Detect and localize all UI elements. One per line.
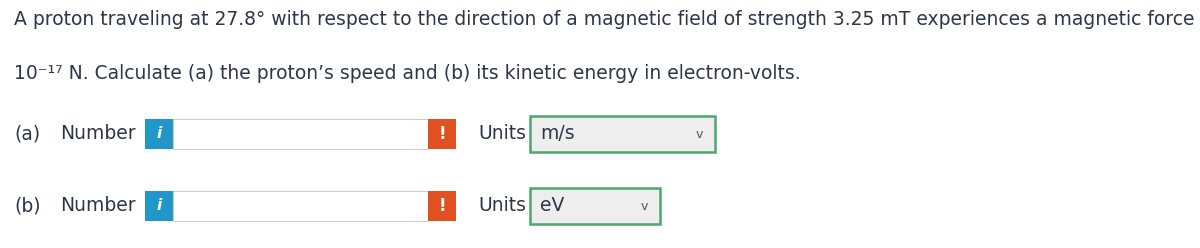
Text: !: ! — [438, 125, 446, 143]
Text: 10⁻¹⁷ N. Calculate (a) the proton’s speed and (b) its kinetic energy in electron: 10⁻¹⁷ N. Calculate (a) the proton’s spee… — [14, 64, 800, 84]
Text: A proton traveling at 27.8° with respect to the direction of a magnetic field of: A proton traveling at 27.8° with respect… — [14, 10, 1200, 29]
Text: i: i — [156, 126, 162, 141]
FancyBboxPatch shape — [173, 119, 428, 149]
Text: Units: Units — [478, 196, 526, 215]
Text: v: v — [695, 128, 703, 141]
Text: Units: Units — [478, 124, 526, 143]
Text: i: i — [156, 198, 162, 213]
FancyBboxPatch shape — [530, 188, 660, 224]
Text: eV: eV — [540, 196, 564, 215]
FancyBboxPatch shape — [145, 191, 173, 221]
FancyBboxPatch shape — [530, 116, 715, 152]
Text: (b): (b) — [14, 196, 41, 215]
FancyBboxPatch shape — [428, 119, 456, 149]
Text: m/s: m/s — [540, 124, 575, 143]
Text: v: v — [641, 200, 648, 213]
FancyBboxPatch shape — [173, 191, 428, 221]
Text: Number: Number — [60, 124, 136, 143]
FancyBboxPatch shape — [145, 119, 173, 149]
FancyBboxPatch shape — [428, 191, 456, 221]
Text: (a): (a) — [14, 124, 40, 143]
Text: Number: Number — [60, 196, 136, 215]
Text: !: ! — [438, 197, 446, 215]
